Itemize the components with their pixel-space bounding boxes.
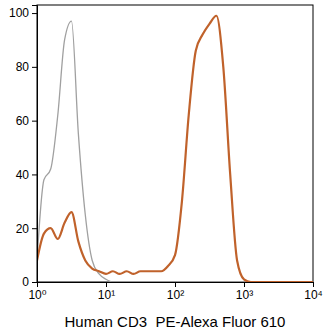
y-tick-label: 80 bbox=[16, 60, 30, 74]
y-tick: 60 bbox=[16, 114, 37, 128]
x-tick: 10³ bbox=[236, 282, 253, 302]
y-tick-label: 100 bbox=[9, 6, 29, 20]
x-tick-label: 10⁴ bbox=[304, 288, 323, 302]
y-tick-mark bbox=[32, 174, 37, 175]
y-tick-mark bbox=[32, 121, 37, 122]
y-tick-mark bbox=[32, 67, 37, 68]
x-axis-line bbox=[38, 283, 314, 288]
x-tick-mark bbox=[175, 282, 176, 287]
y-tick: 20 bbox=[16, 222, 37, 236]
y-tick: 40 bbox=[16, 168, 37, 182]
x-axis: 10⁰ 10¹ 10² 10³ 10⁴ bbox=[28, 282, 322, 302]
y-tick-label: 40 bbox=[16, 168, 30, 182]
x-tick-label: 10¹ bbox=[98, 288, 115, 302]
y-tick-mark bbox=[32, 13, 37, 14]
chart: 10⁰ 10¹ 10² 10³ 10⁴ 0 20 40 60 80 100 Human CD3 PE-… bbox=[0, 0, 327, 335]
x-tick-label: 10² bbox=[167, 288, 184, 302]
y-tick-mark bbox=[32, 228, 37, 229]
y-tick-label: 20 bbox=[16, 222, 30, 236]
y-tick: 80 bbox=[16, 60, 37, 74]
y-tick-label: 0 bbox=[22, 275, 29, 289]
y-axis: 0 20 40 60 80 100 bbox=[9, 6, 38, 290]
x-tick: 10¹ bbox=[98, 282, 115, 302]
y-tick-mark bbox=[32, 282, 37, 283]
x-tick-label: 10³ bbox=[236, 288, 253, 302]
x-tick-mark bbox=[244, 282, 245, 287]
y-tick: 0 bbox=[22, 275, 37, 289]
x-tick-label: 10⁰ bbox=[28, 288, 46, 302]
x-tick: 10⁴ bbox=[304, 282, 323, 302]
x-tick-mark bbox=[313, 282, 314, 287]
x-tick: 10² bbox=[167, 282, 184, 302]
x-axis-title: Human CD3 PE-Alexa Fluor 610 bbox=[65, 313, 286, 330]
y-axis-line bbox=[32, 6, 38, 283]
series-group bbox=[37, 16, 313, 282]
plot-frame bbox=[37, 5, 313, 282]
histogram-line bbox=[37, 16, 313, 282]
y-tick: 100 bbox=[9, 6, 37, 20]
x-tick-mark bbox=[106, 282, 107, 287]
plot: 10⁰ 10¹ 10² 10³ 10⁴ 0 20 40 60 80 100 bbox=[9, 5, 323, 302]
x-tick: 10⁰ bbox=[28, 282, 46, 302]
y-tick-label: 60 bbox=[16, 114, 30, 128]
